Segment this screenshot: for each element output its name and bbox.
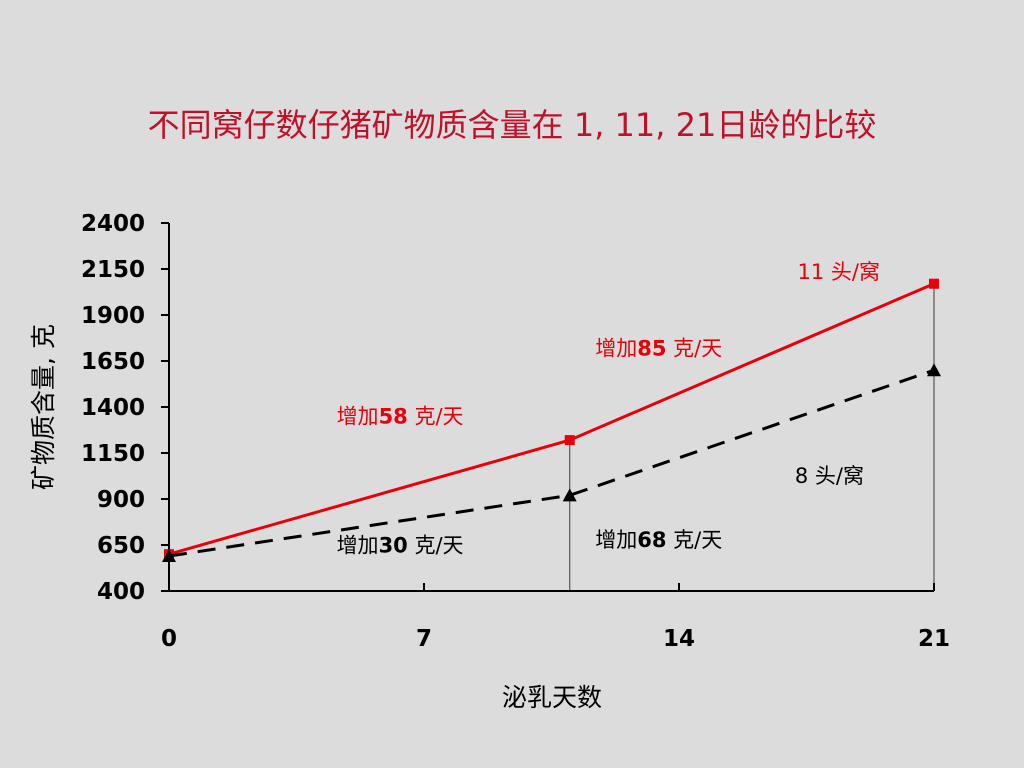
rate-annotation: 增加58 克/天 [337,405,464,429]
y-tick-label: 1150 [81,441,145,467]
chart-title: 不同窝仔数仔猪矿物质含量在 1, 11, 21日龄的比较 [148,106,877,144]
data-point-triangle [162,549,176,563]
y-tick-label: 1900 [81,303,145,329]
x-axis-label: 泌乳天数 [502,683,602,712]
series-line-1 [168,282,935,556]
data-point-square [929,278,939,289]
y-tick-label: 1400 [81,395,145,421]
series-label-1: 11 头/窝 [798,260,880,284]
y-tick-label: 400 [97,579,145,605]
x-tick-label: 7 [416,626,432,652]
y-tick-label: 2400 [81,211,145,237]
y-tick-label: 1650 [81,349,145,375]
data-point-triangle [562,488,577,502]
legend-labels: 11 头/窝 8 头/窝 [795,260,880,488]
x-tick-label: 0 [161,626,177,652]
y-tick-label: 2150 [81,257,145,283]
reference-lines [569,283,935,591]
y-tick-label: 900 [97,487,145,513]
series-label-2: 8 头/窝 [795,464,864,488]
rate-annotation: 增加30 克/天 [337,533,464,557]
axes [161,222,935,592]
rate-annotation: 增加85 克/天 [595,336,722,360]
series-group [162,278,941,563]
y-axis-label: 矿物质含量, 克 [29,324,58,490]
x-tick-label: 21 [918,626,950,652]
y-tick-labels: 400 650 900 1150 1400 1650 1900 2150 2400 [81,211,145,605]
y-tick-label: 650 [97,533,145,559]
data-point-square [564,435,575,446]
rate-annotation: 增加68 克/天 [595,528,722,552]
x-tick-label: 14 [663,626,695,652]
data-point-triangle [927,363,941,377]
x-tick-labels: 0 7 14 21 [161,626,950,652]
